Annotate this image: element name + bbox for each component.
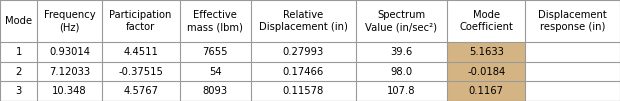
Bar [102, 82, 180, 101]
Bar [102, 42, 180, 62]
Text: 107.8: 107.8 [388, 86, 416, 96]
Bar [356, 82, 447, 101]
Bar [356, 42, 447, 62]
Text: 8093: 8093 [203, 86, 228, 96]
Bar [37, 82, 102, 101]
Bar [0, 42, 37, 62]
Bar [250, 42, 356, 62]
Text: 98.0: 98.0 [391, 67, 412, 77]
Bar [525, 42, 620, 62]
Bar [525, 62, 620, 82]
Text: Mode
Coefficient: Mode Coefficient [459, 10, 513, 32]
Text: 0.1167: 0.1167 [469, 86, 503, 96]
Text: 54: 54 [209, 67, 221, 77]
Text: Frequency
(Hz): Frequency (Hz) [43, 10, 95, 32]
Bar [525, 0, 620, 42]
Bar [447, 62, 525, 82]
Text: 39.6: 39.6 [391, 47, 412, 57]
Text: Participation
factor: Participation factor [109, 10, 172, 32]
Bar [250, 82, 356, 101]
Bar [356, 0, 447, 42]
Text: 1: 1 [16, 47, 22, 57]
Text: Displacement
response (in): Displacement response (in) [538, 10, 607, 32]
Bar [447, 42, 525, 62]
Text: Relative
Displacement (in): Relative Displacement (in) [259, 10, 348, 32]
Text: 4.5767: 4.5767 [123, 86, 158, 96]
Text: 7.12033: 7.12033 [49, 67, 90, 77]
Bar [447, 0, 525, 42]
Text: 4.4511: 4.4511 [123, 47, 158, 57]
Text: -0.0184: -0.0184 [467, 67, 505, 77]
Text: 0.93014: 0.93014 [49, 47, 90, 57]
Text: 3: 3 [16, 86, 22, 96]
Text: 0.27993: 0.27993 [283, 47, 324, 57]
Bar [0, 0, 37, 42]
Bar [102, 62, 180, 82]
Text: 5.1633: 5.1633 [469, 47, 503, 57]
Bar [0, 82, 37, 101]
Bar [0, 62, 37, 82]
Bar [180, 42, 250, 62]
Text: -0.37515: -0.37515 [118, 67, 163, 77]
Text: Mode: Mode [5, 16, 32, 26]
Bar [180, 62, 250, 82]
Text: Effective
mass (lbm): Effective mass (lbm) [187, 10, 243, 32]
Bar [250, 0, 356, 42]
Text: 7655: 7655 [202, 47, 228, 57]
Text: 2: 2 [16, 67, 22, 77]
Bar [37, 42, 102, 62]
Bar [250, 62, 356, 82]
Bar [356, 62, 447, 82]
Bar [37, 0, 102, 42]
Bar [180, 0, 250, 42]
Bar [180, 82, 250, 101]
Text: 0.11578: 0.11578 [283, 86, 324, 96]
Bar [447, 82, 525, 101]
Text: Spectrum
Value (in/sec²): Spectrum Value (in/sec²) [365, 10, 438, 32]
Bar [102, 0, 180, 42]
Text: 0.17466: 0.17466 [283, 67, 324, 77]
Text: 10.348: 10.348 [52, 86, 87, 96]
Bar [525, 82, 620, 101]
Bar [37, 62, 102, 82]
